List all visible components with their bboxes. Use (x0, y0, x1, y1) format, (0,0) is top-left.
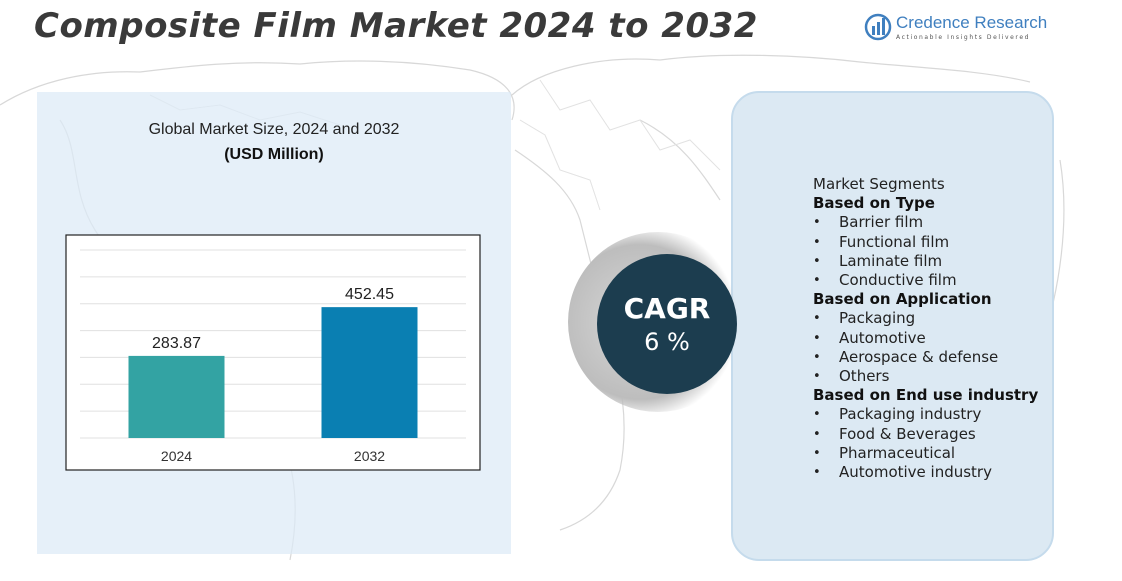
segment-item: Barrier film (813, 213, 1038, 232)
value-label: 452.45 (345, 286, 394, 303)
chart-frame (65, 234, 481, 471)
segment-group-title: Based on End use industry (813, 386, 1039, 405)
segment-item: Food & Beverages (813, 425, 1038, 444)
market-segments: Market Segments Based on Type Barrier fi… (813, 175, 1038, 482)
value-label: 283.87 (152, 335, 201, 352)
cagr-badge: CAGR 6 % (597, 254, 737, 394)
segment-item: Aerospace & defense (813, 348, 1038, 367)
chart-title: Global Market Size, 2024 and 2032 (148, 121, 400, 138)
bar-2024 (128, 355, 225, 438)
cagr-label: CAGR (623, 292, 711, 325)
segment-item: Packaging (813, 309, 1038, 328)
cagr-value: 6 % (644, 328, 690, 356)
segments-heading: Market Segments (813, 175, 945, 193)
category-label: 2024 (161, 448, 192, 464)
credence-logo-icon (864, 13, 892, 41)
segment-item: Pharmaceutical (813, 444, 1038, 463)
segment-item: Others (813, 367, 1038, 386)
segment-list: Barrier film Functional film Laminate fi… (813, 213, 1038, 290)
segment-group-title: Based on Type (813, 194, 935, 213)
brand-name: Credence Research (896, 13, 1048, 32)
bar-2032 (321, 307, 418, 438)
segment-item: Functional film (813, 233, 1038, 252)
segment-item: Automotive (813, 329, 1038, 348)
page-title: Composite Film Market 2024 to 2032 (34, 6, 758, 46)
segment-group-title: Based on Application (813, 290, 992, 309)
segment-list: Packaging industry Food & Beverages Phar… (813, 405, 1038, 482)
segment-item: Conductive film (813, 271, 1038, 290)
chart-subtitle: (USD Million) (224, 146, 324, 163)
brand-logo: Credence Research Actionable Insights De… (864, 12, 1064, 46)
chart-labels: 283.87 2024 452.45 2032 (152, 286, 394, 464)
segment-item: Automotive industry (813, 463, 1038, 482)
segment-list: Packaging Automotive Aerospace & defense… (813, 309, 1038, 386)
category-label: 2032 (354, 448, 385, 464)
segment-item: Laminate film (813, 252, 1038, 271)
chart-bars (128, 307, 418, 438)
segment-item: Packaging industry (813, 405, 1038, 424)
brand-tagline: Actionable Insights Delivered (896, 34, 1031, 41)
